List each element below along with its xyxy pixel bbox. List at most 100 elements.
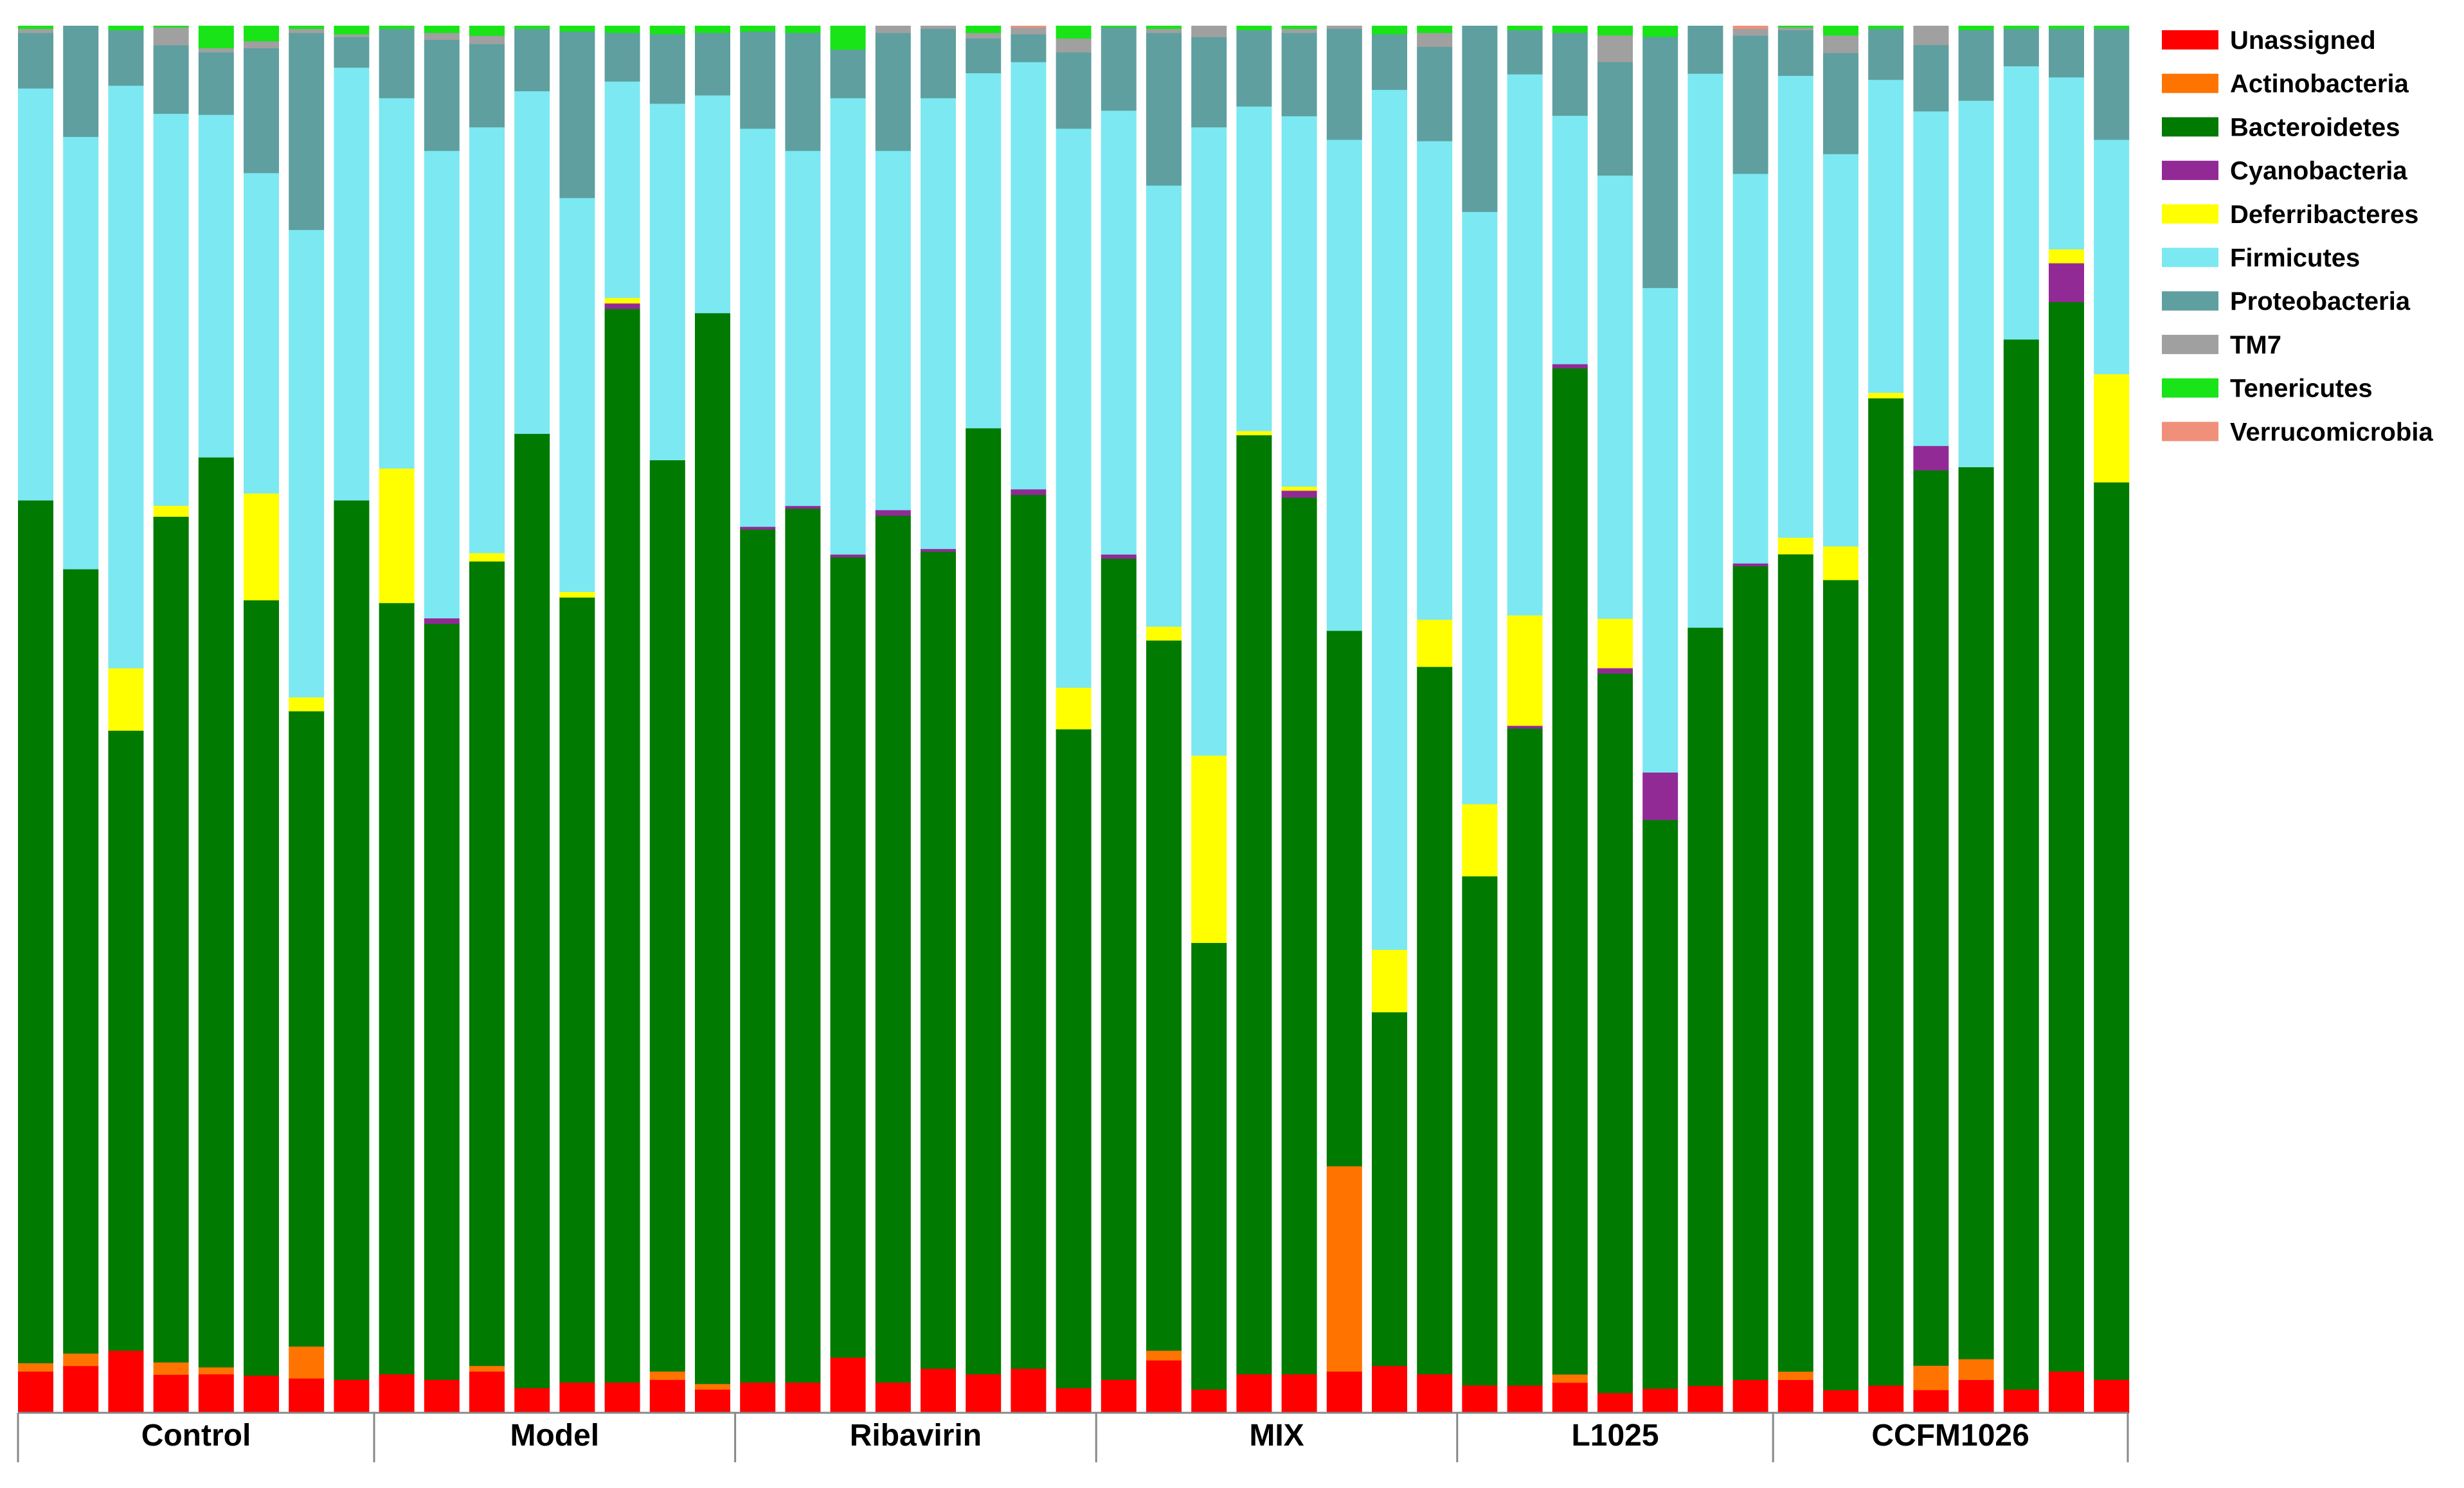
segment-proteobacteria — [1868, 28, 1904, 80]
segment-firmicutes — [2094, 139, 2130, 375]
segment-proteobacteria — [649, 33, 685, 104]
segment-tm7 — [1056, 38, 1092, 53]
segment-proteobacteria — [1281, 32, 1317, 116]
segment-bacteroidetes — [1417, 667, 1453, 1375]
segment-proteobacteria — [1597, 62, 1633, 176]
segment-proteobacteria — [921, 28, 956, 98]
segment-firmicutes — [63, 136, 99, 569]
segment-bacteroidetes — [424, 623, 460, 1380]
segment-tm7 — [1913, 26, 1949, 46]
segment-tenericutes — [1101, 26, 1137, 28]
segment-proteobacteria — [1417, 46, 1453, 141]
segment-proteobacteria — [559, 31, 595, 199]
group-label-model: Model — [510, 1419, 599, 1453]
segment-tm7 — [1597, 35, 1633, 62]
bar-ccfm1026-2 — [1823, 26, 1858, 1413]
bar-l1025-2 — [1507, 26, 1543, 1413]
bar-ccfm1026-7 — [2049, 26, 2084, 1413]
bar-mix-1 — [1101, 26, 1137, 1413]
group-label-control: Control — [141, 1419, 251, 1453]
legend-label: Deferribacteres — [2230, 201, 2419, 229]
legend-swatch — [2162, 30, 2218, 49]
segment-cyanobacteria — [740, 526, 776, 530]
segment-bacteroidetes — [1281, 497, 1317, 1375]
segment-firmicutes — [514, 91, 550, 435]
segment-deferribacteres — [108, 668, 144, 731]
segment-unassigned — [1372, 1365, 1407, 1413]
segment-cyanobacteria — [1913, 445, 1949, 471]
segment-bacteroidetes — [1011, 494, 1047, 1369]
segment-tenericutes — [1868, 26, 1904, 29]
bar-ribavirin-2 — [785, 26, 821, 1413]
legend-item-verrucomicrobia: Verrucomicrobia — [2162, 418, 2433, 446]
segment-bacteroidetes — [469, 560, 505, 1367]
segment-unassigned — [1056, 1388, 1092, 1413]
segment-proteobacteria — [1101, 27, 1137, 111]
segment-tm7 — [1417, 32, 1453, 47]
segment-firmicutes — [1056, 128, 1092, 688]
legend-swatch — [2162, 73, 2218, 93]
bar-l1025-6 — [1687, 26, 1723, 1413]
segment-firmicutes — [1732, 173, 1768, 564]
bar-ccfm1026-8 — [2094, 26, 2130, 1413]
x-axis-brackets — [17, 1412, 2129, 1462]
segment-firmicutes — [1462, 211, 1498, 805]
segment-firmicutes — [424, 150, 460, 619]
segment-unassigned — [2049, 1371, 2084, 1413]
segment-tenericutes — [1146, 26, 1182, 29]
segment-bacteroidetes — [1056, 729, 1092, 1388]
legend-item-actinobacteria: Actinobacteria — [2162, 70, 2409, 98]
segment-deferribacteres — [604, 297, 640, 304]
segment-firmicutes — [1417, 141, 1453, 620]
segment-tenericutes — [1777, 26, 1813, 28]
segment-deferribacteres — [244, 493, 279, 601]
segment-proteobacteria — [289, 32, 325, 230]
segment-firmicutes — [2003, 66, 2039, 340]
segment-cyanobacteria — [1732, 563, 1768, 567]
segment-unassigned — [740, 1382, 776, 1413]
legend-swatch — [2162, 378, 2218, 398]
segment-cyanobacteria — [1011, 489, 1047, 495]
segment-unassigned — [1011, 1368, 1047, 1413]
bar-control-6 — [244, 26, 279, 1413]
bar-l1025-3 — [1552, 26, 1588, 1413]
segment-tenericutes — [649, 26, 685, 35]
segment-bacteroidetes — [2003, 339, 2039, 1390]
segment-firmicutes — [1868, 79, 1904, 393]
segment-firmicutes — [469, 127, 505, 553]
segment-deferribacteres — [559, 591, 595, 598]
bar-model-8 — [695, 26, 730, 1413]
segment-deferribacteres — [289, 697, 325, 712]
segment-actinobacteria — [289, 1346, 325, 1379]
segment-firmicutes — [1913, 111, 1949, 446]
bar-model-3 — [469, 26, 505, 1413]
segment-bacteroidetes — [785, 508, 821, 1383]
segment-tm7 — [1146, 28, 1182, 33]
segment-proteobacteria — [1191, 37, 1227, 128]
bar-control-8 — [334, 26, 370, 1413]
segment-tm7 — [18, 28, 53, 33]
segment-bacteroidetes — [1823, 579, 1858, 1390]
segment-tenericutes — [334, 26, 370, 35]
bar-model-7 — [649, 26, 685, 1413]
bar-model-5 — [559, 26, 595, 1413]
segment-proteobacteria — [1462, 26, 1498, 212]
segment-firmicutes — [379, 98, 415, 469]
segment-unassigned — [1552, 1382, 1588, 1413]
segment-cyanobacteria — [1281, 490, 1317, 498]
segment-tenericutes — [2094, 26, 2130, 29]
bar-model-1 — [379, 26, 415, 1413]
segment-deferribacteres — [1417, 619, 1453, 667]
segment-proteobacteria — [2049, 28, 2084, 78]
segment-tenericutes — [244, 26, 279, 42]
segment-tm7 — [198, 48, 234, 53]
segment-tm7 — [289, 28, 325, 33]
segment-firmicutes — [921, 98, 956, 550]
segment-firmicutes — [108, 85, 144, 668]
bar-control-5 — [198, 26, 234, 1413]
segment-firmicutes — [1777, 75, 1813, 538]
segment-actinobacteria — [153, 1362, 189, 1375]
segment-unassigned — [1913, 1390, 1949, 1413]
segment-firmicutes — [289, 229, 325, 698]
